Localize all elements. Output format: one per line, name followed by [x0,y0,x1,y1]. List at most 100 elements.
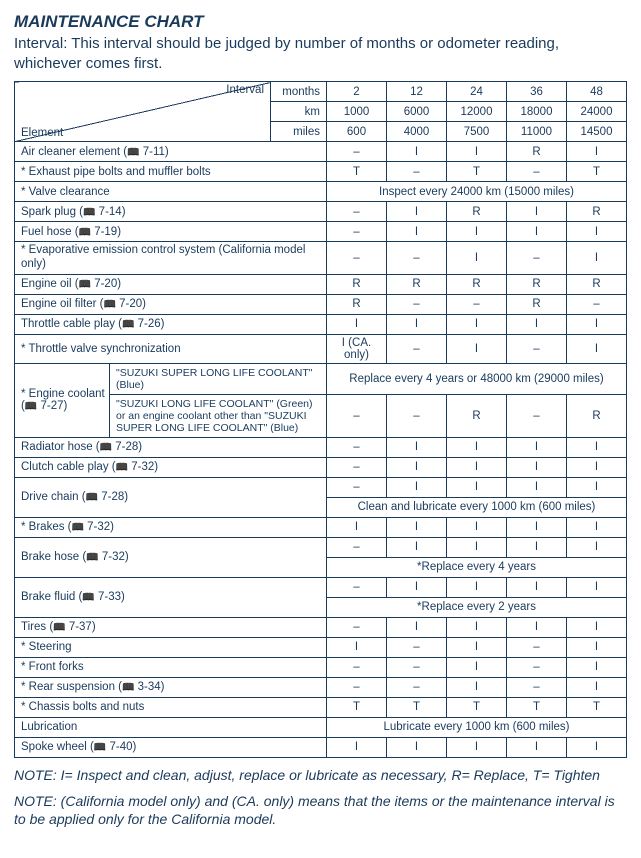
value-cell: I [447,242,507,275]
hdr-mi4: 14500 [567,122,627,142]
value-cell: – [387,242,447,275]
book-icon [116,461,128,473]
book-icon [100,441,112,453]
table-row: * Rear suspension ( 3-34)––I–I [15,677,627,697]
table-row: * Throttle valve synchronizationI (CA. o… [15,334,627,363]
value-cell: – [507,657,567,677]
hdr-m3: 36 [507,82,567,102]
coolant-desc2: "SUZUKI LONG LIFE COOLANT" (Green) or an… [110,394,327,437]
value-cell: – [507,162,567,182]
book-icon [103,298,115,310]
km-label: km [271,102,327,122]
span-cell: Inspect every 24000 km (15000 miles) [327,182,627,202]
book-icon [79,278,91,290]
value-cell: I [447,617,507,637]
row-label: Fuel hose ( 7-19) [15,222,327,242]
bf-c0: – [327,577,387,597]
value-cell: – [327,457,387,477]
book-icon [53,621,65,633]
value-cell: – [327,617,387,637]
value-cell: I [447,457,507,477]
value-cell: – [327,202,387,222]
value-cell: R [447,274,507,294]
hdr-k3: 18000 [507,102,567,122]
diag-cell: Interval Element [15,82,271,142]
value-cell: I [567,142,627,162]
table-row: * Valve clearanceInspect every 24000 km … [15,182,627,202]
book-icon [72,521,84,533]
dc-c0: – [327,477,387,497]
element-label: Element [21,127,63,139]
brake-hose-row: Brake hose ( 7-32) – I I I I [15,537,627,557]
value-cell: T [327,162,387,182]
row-label: * Valve clearance [15,182,327,202]
value-cell: I [447,677,507,697]
value-cell: I [387,314,447,334]
value-cell: I [447,222,507,242]
hdr-mi2: 7500 [447,122,507,142]
br-c4: I [567,517,627,537]
value-cell: I [567,437,627,457]
row-label: Spark plug ( 7-14) [15,202,327,222]
book-icon [122,681,134,693]
coolant-row1: * Engine coolant ( 7-27) "SUZUKI SUPER L… [15,363,627,394]
value-cell: R [387,274,447,294]
value-cell: R [447,202,507,222]
value-cell: I [507,617,567,637]
value-cell: I [567,222,627,242]
value-cell: – [387,162,447,182]
table-row: LubricationLubricate every 1000 km (600 … [15,717,627,737]
brake-hose-label: Brake hose ( 7-32) [15,537,327,577]
book-icon [86,491,98,503]
table-row: Engine oil ( 7-20)RRRRR [15,274,627,294]
hdr-mi0: 600 [327,122,387,142]
value-cell: R [507,294,567,314]
value-cell: – [387,637,447,657]
dc-c3: I [507,477,567,497]
value-cell: – [447,294,507,314]
value-cell: R [507,142,567,162]
bh-span: *Replace every 4 years [327,557,627,577]
note-2: NOTE: (California model only) and (CA. o… [14,792,627,828]
cool-c0: – [327,394,387,437]
cool-c3: – [507,394,567,437]
bh-c3: I [507,537,567,557]
value-cell: – [567,294,627,314]
value-cell: I [567,457,627,477]
row-label: * Throttle valve synchronization [15,334,327,363]
value-cell: I [447,657,507,677]
value-cell: I [387,457,447,477]
br-c0: I [327,517,387,537]
value-cell: I [387,437,447,457]
value-cell: I [447,637,507,657]
br-c3: I [507,517,567,537]
value-cell: I [507,457,567,477]
bh-c1: I [387,537,447,557]
hdr-m1: 12 [387,82,447,102]
book-icon [94,741,106,753]
value-cell: I [387,142,447,162]
brake-fluid-row: Brake fluid ( 7-33) – I I I I [15,577,627,597]
span-cell: Lubricate every 1000 km (600 miles) [327,717,627,737]
table-row: * Chassis bolts and nutsTTTTT [15,697,627,717]
value-cell: I [387,222,447,242]
hdr-m0: 2 [327,82,387,102]
table-row: * Front forks––I–I [15,657,627,677]
table-row: Tires ( 7-37)–IIII [15,617,627,637]
value-cell: I [447,334,507,363]
page-title: MAINTENANCE CHART [14,12,627,32]
dc-span: Clean and lubricate every 1000 km (600 m… [327,497,627,517]
value-cell: I [567,242,627,275]
page-subtitle: Interval: This interval should be judged… [14,34,627,73]
value-cell: T [387,697,447,717]
value-cell: – [507,334,567,363]
header-row-months: Interval Element months 2 12 24 36 48 [15,82,627,102]
table-row: * Evaporative emission control system (C… [15,242,627,275]
table-row: Throttle cable play ( 7-26)IIIII [15,314,627,334]
value-cell: I (CA. only) [327,334,387,363]
value-cell: T [507,697,567,717]
row-label: * Rear suspension ( 3-34) [15,677,327,697]
bf-c1: I [387,577,447,597]
value-cell: – [507,242,567,275]
dc-c4: I [567,477,627,497]
